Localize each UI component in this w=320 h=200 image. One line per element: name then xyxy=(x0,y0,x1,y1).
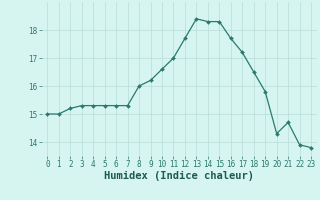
X-axis label: Humidex (Indice chaleur): Humidex (Indice chaleur) xyxy=(104,171,254,181)
